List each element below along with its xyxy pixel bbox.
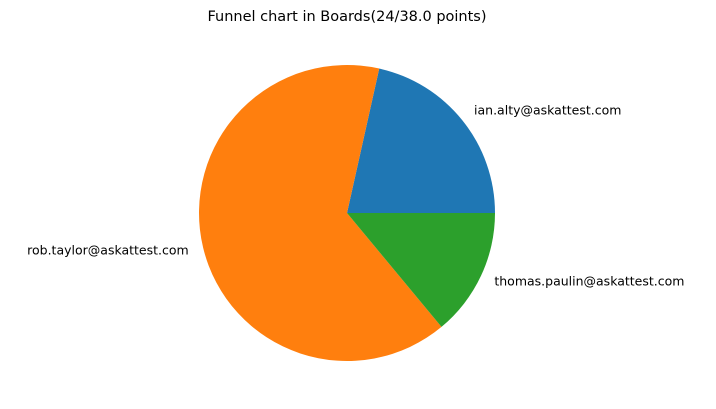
chart-title: Funnel chart in Boards(24/38.0 points) — [207, 9, 486, 25]
pie-label-thomas-paulin-askattest-com: thomas.paulin@askattest.com — [494, 274, 684, 289]
pie-slices — [199, 64, 495, 361]
pie-slice-thomas-paulin-askattest-com — [347, 213, 495, 327]
pie-labels: ian.alty@askattest.com rob.taylor@askatte… — [27, 103, 684, 289]
pie-slice-ian-alty-askattest-com — [347, 68, 495, 213]
pie-label-rob-taylor-askattest-com: rob.taylor@askattest.com — [27, 243, 189, 258]
pie-label-ian-alty-askattest-com: ian.alty@askattest.com — [474, 103, 621, 118]
pie-slice-rob-taylor-askattest-com — [199, 64, 442, 361]
